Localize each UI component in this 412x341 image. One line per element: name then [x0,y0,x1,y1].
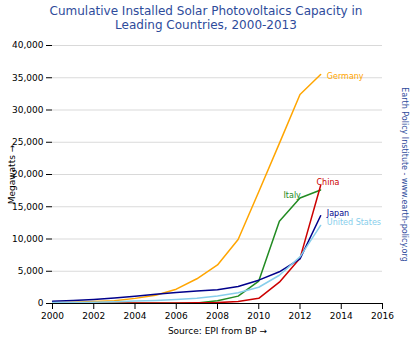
svg-text:Japan: Japan [326,209,349,218]
svg-text:20,000: 20,000 [12,169,44,180]
svg-text:Earth Policy Institute - www.e: Earth Policy Institute - www.earth-polic… [400,87,409,261]
svg-text:35,000: 35,000 [12,72,44,82]
svg-text:15,000: 15,000 [12,201,44,212]
svg-text:2016: 2016 [371,311,394,321]
svg-text:2014: 2014 [330,311,353,321]
svg-text:China: China [317,178,340,187]
svg-text:Source: EPI from BP →: Source: EPI from BP → [168,325,268,335]
svg-text:2010: 2010 [247,311,270,321]
svg-text:40,000: 40,000 [12,40,44,50]
svg-text:25,000: 25,000 [12,136,44,147]
html-text:Cumulative Installed Solar Pho: Cumulative Installed Solar Photovoltaics… [49,4,363,33]
svg-text:2006: 2006 [165,311,188,321]
svg-text:2012: 2012 [289,311,312,321]
svg-text:5,000: 5,000 [18,266,44,276]
svg-text:30,000: 30,000 [12,105,44,115]
svg-text:2004: 2004 [124,311,147,321]
svg-text:2002: 2002 [82,311,105,321]
svg-text:2000: 2000 [41,311,64,321]
svg-text:United States: United States [327,218,381,227]
svg-text:2008: 2008 [206,311,229,321]
svg-text:10,000: 10,000 [12,234,44,244]
svg-text:Germany: Germany [327,72,364,81]
svg-text:Megawatts →: Megawatts → [7,144,17,204]
svg-text:0: 0 [38,298,44,308]
svg-text:Italy: Italy [284,190,302,199]
